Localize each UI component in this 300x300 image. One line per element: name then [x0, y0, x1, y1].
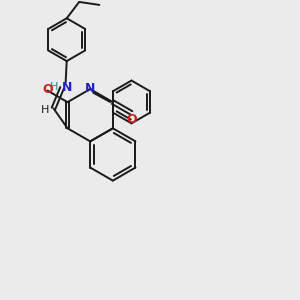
Text: O: O: [126, 113, 137, 126]
Text: H: H: [50, 82, 58, 92]
Text: O: O: [43, 83, 53, 96]
Text: N: N: [84, 82, 95, 95]
Text: H: H: [41, 105, 50, 115]
Text: N: N: [61, 81, 72, 94]
